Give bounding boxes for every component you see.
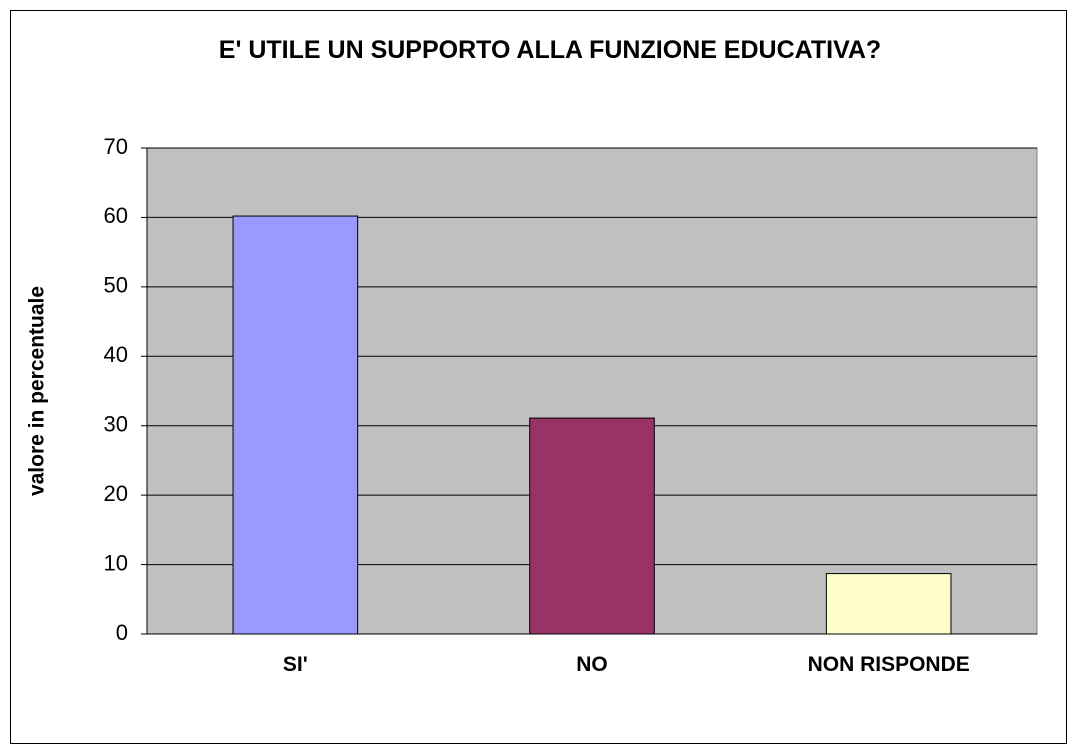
- bar: [232, 215, 359, 635]
- y-tick-label: 50: [104, 273, 128, 298]
- y-tick-label: 20: [104, 481, 128, 506]
- y-tick-label: 40: [104, 342, 128, 367]
- x-tick-label: NO: [576, 653, 608, 676]
- y-tick-label: 0: [116, 620, 128, 645]
- y-tick-label: 30: [104, 412, 128, 437]
- y-axis-label: valore in percentuale: [26, 286, 49, 496]
- y-tick-label: 70: [104, 134, 128, 159]
- x-tick-label: NON RISPONDE: [807, 653, 970, 676]
- y-tick-label: 60: [104, 203, 128, 228]
- chart-title: E' UTILE UN SUPPORTO ALLA FUNZIONE EDUCA…: [218, 36, 882, 64]
- x-tick-label: SI': [282, 653, 308, 676]
- y-tick-label: 10: [104, 550, 128, 575]
- bar: [825, 573, 952, 635]
- bar: [529, 417, 655, 635]
